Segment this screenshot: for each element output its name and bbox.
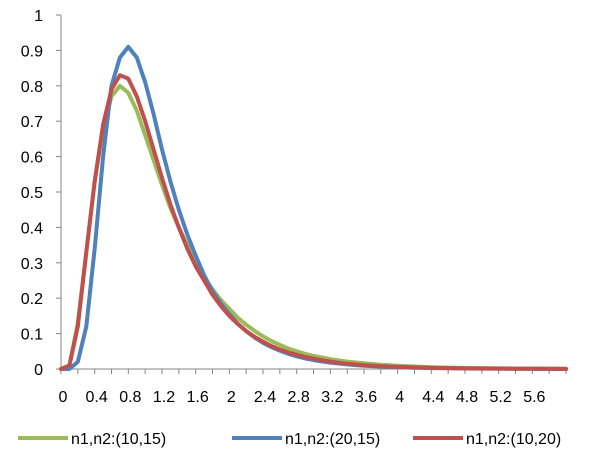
- axes: [56, 14, 567, 374]
- y-tick-label: 0.8: [21, 79, 43, 96]
- y-tick-label: 0.2: [21, 291, 43, 308]
- x-tick-label: 4.4: [422, 389, 444, 406]
- legend-label: n1,n2:(10,15): [71, 431, 166, 448]
- legend: n1,n2:(10,15) n1,n2:(20,15) n1,n2:(10,20): [18, 431, 561, 448]
- x-tick-label: 2.4: [254, 389, 276, 406]
- x-tick-label: 5.6: [523, 389, 545, 406]
- x-tick-label: 2.8: [288, 389, 310, 406]
- x-tick-label: 0.4: [86, 389, 108, 406]
- x-tick-label: 4.8: [456, 389, 478, 406]
- series-line-1: [59, 83, 568, 371]
- x-tick-label: 5.2: [490, 389, 512, 406]
- x-tick-label: 2: [227, 389, 236, 406]
- legend-label: n1,n2:(20,15): [285, 431, 380, 448]
- y-tick-label: 0.9: [21, 43, 43, 60]
- y-tick-label: 0.1: [21, 327, 43, 344]
- x-tick-labels: 0 0.4 0.8 1.2 1.6 2 2.4 2.8 3.2 3.6 4 4.4 4.8 5.2 5.6: [59, 389, 546, 406]
- y-tick-label: 0.3: [21, 256, 43, 273]
- x-tick-label: 1.6: [187, 389, 209, 406]
- x-tick-label: 1.2: [153, 389, 175, 406]
- series-line-3: [59, 73, 568, 371]
- y-tick-label: 0.5: [21, 185, 43, 202]
- x-tick-label: 0.8: [119, 389, 141, 406]
- x-tick-label: 0: [59, 389, 68, 406]
- legend-label: n1,n2:(10,20): [466, 431, 561, 448]
- y-tick-label: 0.7: [21, 114, 43, 131]
- y-tick-label: 1: [34, 8, 43, 25]
- y-tick-label: 0: [34, 362, 43, 379]
- y-tick-label: 0.6: [21, 150, 43, 167]
- series-lines: [59, 44, 568, 371]
- x-tick-label: 3.2: [321, 389, 343, 406]
- y-tick-labels: 0 0.1 0.2 0.3 0.4 0.5 0.6 0.7 0.8 0.9 1: [21, 8, 43, 379]
- y-tick-label: 0.4: [21, 220, 43, 237]
- x-tick-label: 4: [395, 389, 404, 406]
- x-tick-label: 3.6: [355, 389, 377, 406]
